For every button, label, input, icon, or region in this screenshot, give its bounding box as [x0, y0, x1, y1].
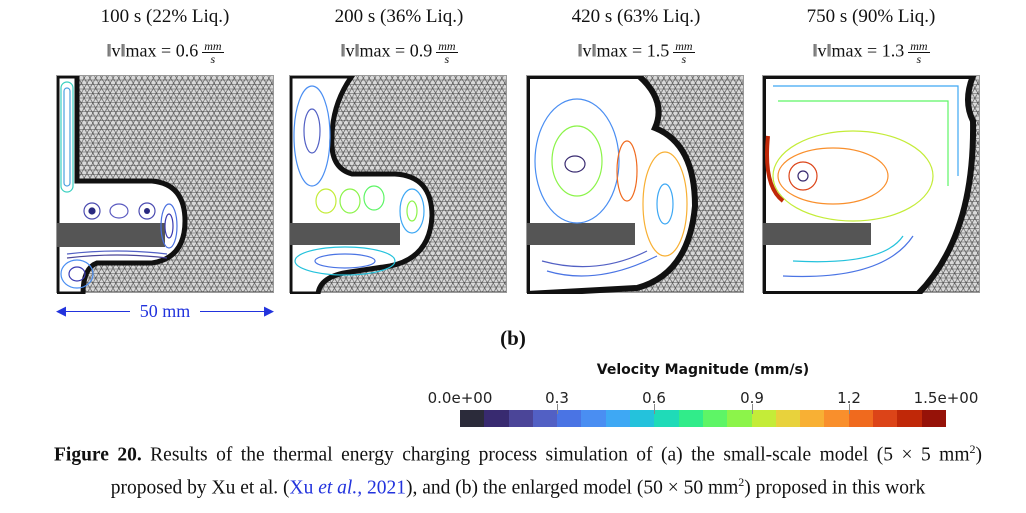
- panel-1-title: 100 s (22% Liq.): [100, 6, 230, 27]
- colorbar-segment: [484, 410, 509, 427]
- caption-text: Results of the thermal energy charging p…: [141, 444, 970, 466]
- panel-2-title: 200 s (36% Liq.): [334, 6, 464, 27]
- colorbar-segment: [557, 410, 582, 427]
- subfigure-label: (b): [500, 326, 526, 350]
- panel-4-title: 750 s (90% Liq.): [806, 6, 936, 27]
- simulation-panel-100s: [56, 75, 274, 294]
- colorbar-tick: [752, 404, 753, 414]
- colorbar-segment: [702, 410, 728, 427]
- citation-link[interactable]: Xu et al., 2021: [289, 477, 406, 498]
- colorbar-segment: [630, 410, 655, 427]
- caption-text: ) proposed in this work: [744, 477, 926, 498]
- colorbar: [460, 410, 946, 427]
- colorbar-segment: [921, 410, 946, 427]
- superscript: 2: [969, 442, 976, 456]
- arrow-left-icon: ◀: [56, 303, 66, 318]
- colorbar-tick: [654, 404, 655, 414]
- colorbar-segment: [848, 410, 874, 427]
- scale-bar: ◀ 50 mm ▶: [56, 301, 274, 321]
- colorbar-tick-label: 1.5e+00: [913, 389, 979, 407]
- colorbar-tick-label: 0.6: [642, 389, 666, 407]
- caption-text: ) proposed by Xu et al. (: [110, 444, 982, 499]
- colorbar-tick-label: 0.9: [740, 389, 764, 407]
- colorbar-tick: [557, 404, 558, 414]
- colorbar-segment: [508, 410, 533, 427]
- colorbar-tick-label: 0.0e+00: [427, 389, 493, 407]
- colorbar-tick: [849, 404, 850, 414]
- colorbar-segment: [654, 410, 679, 427]
- caption-text: ), and (b) the enlarged model (50 × 50 m…: [405, 477, 739, 498]
- colorbar-segment: [532, 410, 558, 427]
- colorbar-segment: [581, 410, 606, 427]
- panel-2-vmax: ‖v‖max = 0.9 mm s: [340, 39, 458, 66]
- colorbar-segment: [460, 410, 485, 427]
- colorbar-segment: [824, 410, 849, 427]
- simulation-panel-200s: [289, 75, 507, 294]
- colorbar-segment: [727, 410, 752, 427]
- colorbar-segment: [800, 410, 825, 427]
- panel-1-vmax: ‖v‖max = 0.6 mm s: [106, 39, 224, 66]
- caption-label: Figure 20.: [54, 444, 142, 466]
- colorbar-segment: [751, 410, 776, 427]
- panel-3-vmax: ‖v‖max = 1.5 mm s: [577, 39, 695, 66]
- arrow-right-icon: ▶: [264, 303, 274, 318]
- colorbar-segment: [873, 410, 898, 427]
- figure-caption: Figure 20. Results of the thermal energy…: [54, 436, 982, 501]
- colorbar-segment: [775, 410, 801, 427]
- simulation-panel-420s: [526, 75, 744, 294]
- colorbar-tick-label: 1.2: [837, 389, 861, 407]
- panel-3-title: 420 s (63% Liq.): [571, 6, 701, 27]
- colorbar-title: Velocity Magnitude (mm/s): [596, 362, 810, 378]
- colorbar-tick-label: 0.3: [545, 389, 569, 407]
- colorbar-segment: [678, 410, 703, 427]
- colorbar-segment: [897, 410, 922, 427]
- superscript: 2: [738, 474, 745, 489]
- colorbar-segment: [605, 410, 631, 427]
- simulation-panel-750s: [762, 75, 980, 294]
- panel-4-vmax: ‖v‖max = 1.3 mm s: [812, 39, 930, 66]
